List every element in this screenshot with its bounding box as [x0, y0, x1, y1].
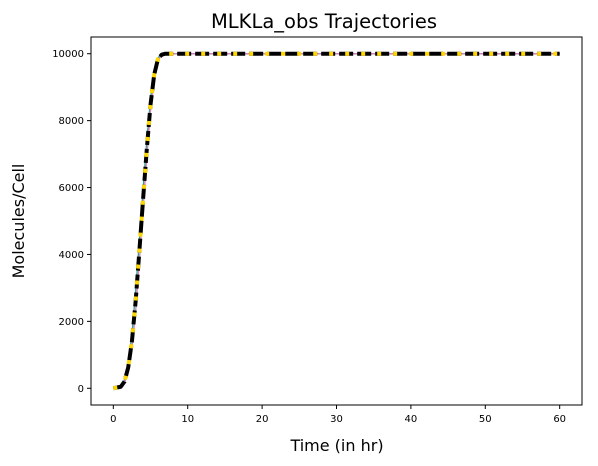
y-tick-label: 6000 — [59, 183, 84, 194]
chart-title: MLKLa_obs Trajectories — [211, 10, 437, 33]
x-tick-label: 10 — [181, 414, 194, 425]
y-tick-label: 2000 — [59, 317, 84, 328]
x-axis-label: Time (in hr) — [289, 436, 383, 455]
y-tick-label: 4000 — [59, 250, 84, 261]
x-tick-label: 20 — [256, 414, 269, 425]
y-tick-label: 10000 — [52, 49, 84, 60]
x-tick-label: 60 — [553, 414, 566, 425]
x-tick-label: 40 — [405, 414, 418, 425]
y-tick-label: 8000 — [59, 116, 84, 127]
series-line-median — [112, 51, 560, 391]
x-tick-label: 50 — [479, 414, 492, 425]
y-axis-label: Molecules/Cell — [9, 164, 28, 279]
x-tick-label: 30 — [330, 414, 343, 425]
series-line-1 — [113, 53, 560, 389]
x-tick-label: 0 — [110, 414, 116, 425]
series-line-mean — [112, 51, 560, 391]
y-tick-label: 0 — [78, 384, 84, 395]
plot-frame — [90, 36, 583, 406]
series-line-0 — [113, 53, 560, 389]
